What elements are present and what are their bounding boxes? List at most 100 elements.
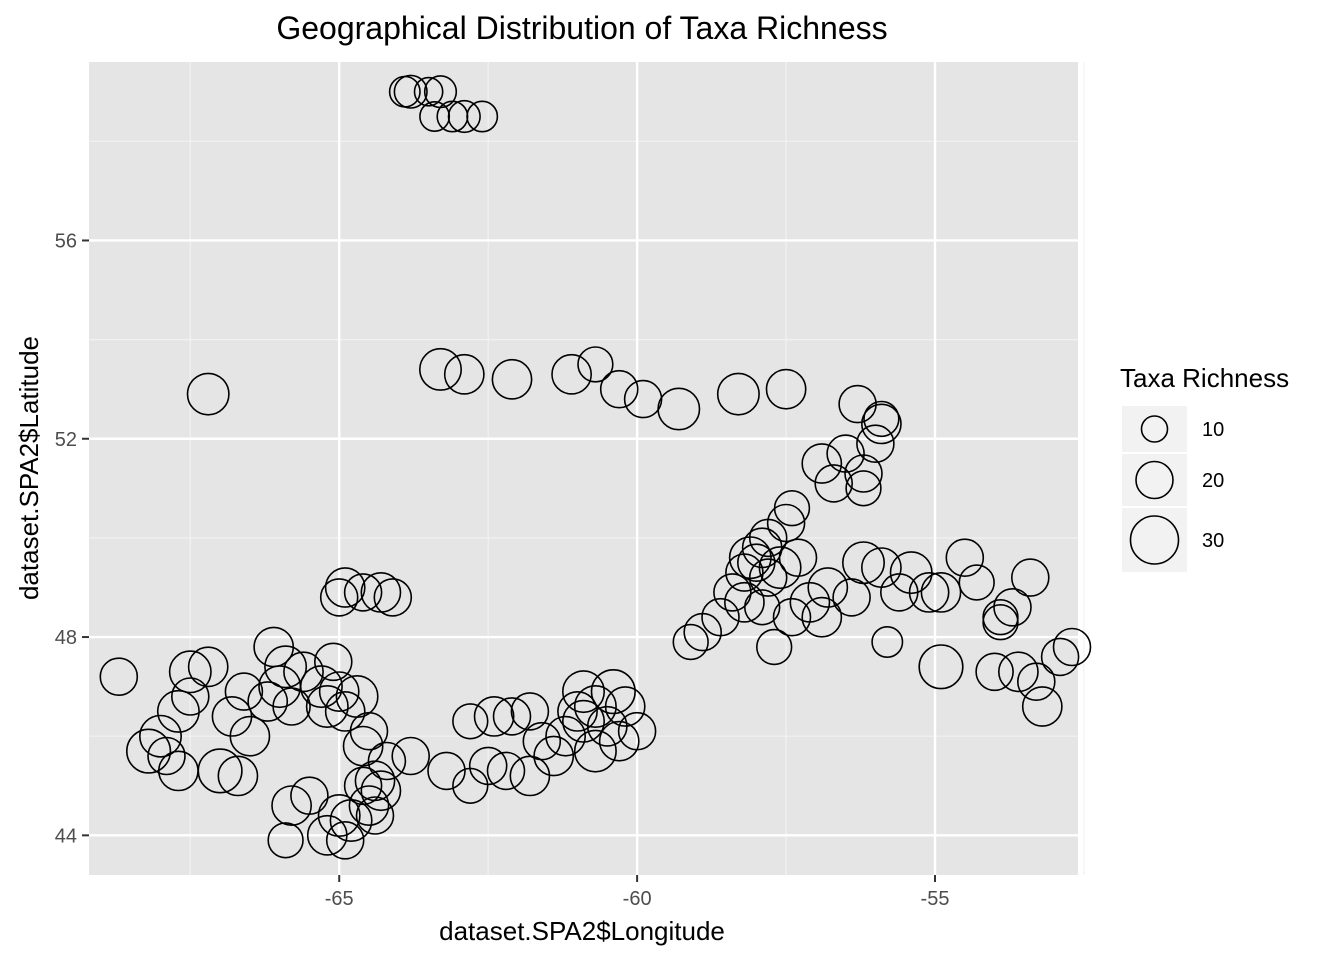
data-point: [126, 728, 172, 774]
legend-key-1: [1122, 454, 1187, 506]
data-point: [522, 721, 562, 761]
major-gridlines: [89, 62, 1078, 875]
data-point: [841, 541, 885, 585]
data-point: [217, 755, 259, 797]
legend-symbol-0: [1140, 415, 1169, 443]
data-point: [1011, 558, 1050, 597]
data-point: [598, 720, 640, 762]
data-point: [801, 443, 843, 484]
data-point: [305, 684, 349, 728]
data-point: [510, 692, 550, 731]
x-tick-label-2: -55: [921, 888, 950, 910]
data-point: [306, 814, 348, 856]
data-point: [491, 358, 533, 400]
data-point: [845, 470, 882, 507]
data-point: [755, 628, 793, 666]
data-point: [993, 587, 1032, 627]
data-point: [313, 642, 353, 682]
data-point: [748, 518, 788, 558]
y-tick-label-1: 48: [55, 627, 77, 649]
data-point: [367, 741, 407, 781]
data-point: [272, 687, 311, 726]
x-tick-label-1: -60: [623, 888, 652, 910]
data-point: [844, 454, 883, 493]
data-point: [577, 346, 614, 383]
y-tick-label-3: 56: [55, 230, 77, 252]
data-point: [355, 796, 395, 835]
chart-title: Geographical Distribution of Taxa Richne…: [276, 10, 887, 46]
data-point: [264, 645, 308, 689]
data-point: [586, 705, 628, 747]
data-point: [918, 644, 964, 690]
data-point: [324, 567, 366, 608]
data-point: [147, 736, 186, 776]
data-point: [373, 578, 413, 617]
legend-key-0: [1122, 406, 1187, 452]
data-point: [325, 820, 365, 860]
x-axis: -65 -60 -55: [325, 875, 950, 910]
data-point: [617, 711, 657, 751]
data-point: [186, 372, 230, 416]
legend-title: Taxa Richness: [1120, 363, 1289, 393]
data-point: [945, 538, 985, 578]
data-point: [623, 379, 663, 419]
data-point: [748, 558, 788, 597]
data-point: [807, 567, 849, 608]
data-point: [801, 596, 843, 638]
data-point: [557, 691, 598, 732]
legend-label-2: 30: [1202, 530, 1224, 552]
y-axis-title: dataset.SPA2$Latitude: [14, 336, 44, 600]
data-point: [419, 101, 451, 133]
data-point: [466, 100, 499, 133]
data-point: [319, 578, 359, 617]
y-axis: 44 48 52 56: [55, 230, 89, 847]
legend-label-0: 10: [1202, 419, 1224, 441]
data-point: [468, 746, 508, 786]
data-point: [778, 538, 818, 578]
data-point: [590, 668, 636, 715]
data-point: [413, 76, 444, 107]
data-point: [975, 652, 1014, 692]
data-point: [427, 751, 466, 791]
data-point: [908, 572, 950, 613]
data-point: [486, 751, 526, 791]
data-point: [318, 671, 360, 713]
data-point: [224, 672, 264, 711]
data-point: [197, 748, 243, 794]
y-tick-label-2: 52: [55, 429, 77, 451]
data-point: [171, 677, 210, 716]
data-point: [1021, 686, 1063, 727]
data-point: [814, 464, 854, 503]
data-point: [863, 400, 900, 438]
data-point: [772, 597, 812, 637]
data-point: [187, 646, 229, 688]
legend: Taxa Richness 10 20 30: [1120, 363, 1289, 572]
data-point: [139, 714, 183, 758]
data-points: [99, 74, 1092, 860]
legend-symbol-2: [1129, 515, 1180, 565]
data-point: [267, 822, 304, 859]
data-point: [533, 735, 575, 777]
data-point: [348, 785, 390, 827]
data-point: [561, 699, 605, 743]
plot-panel: [89, 62, 1078, 875]
data-point: [418, 347, 462, 391]
data-point: [713, 573, 752, 612]
data-point: [343, 766, 383, 806]
data-point: [473, 696, 515, 737]
data-point: [758, 546, 802, 590]
data-point: [247, 681, 289, 722]
data-point: [343, 573, 383, 612]
data-point: [958, 564, 995, 601]
data-point: [271, 785, 313, 827]
data-point: [545, 715, 587, 757]
data-point: [324, 691, 366, 732]
data-point: [447, 99, 481, 134]
data-point: [360, 770, 402, 812]
y-tick-label-0: 44: [55, 825, 77, 847]
data-point: [657, 387, 701, 431]
data-point: [672, 623, 709, 661]
data-point: [317, 793, 361, 837]
minor-gridlines: [89, 62, 1085, 875]
legend-symbol-1: [1135, 460, 1174, 500]
